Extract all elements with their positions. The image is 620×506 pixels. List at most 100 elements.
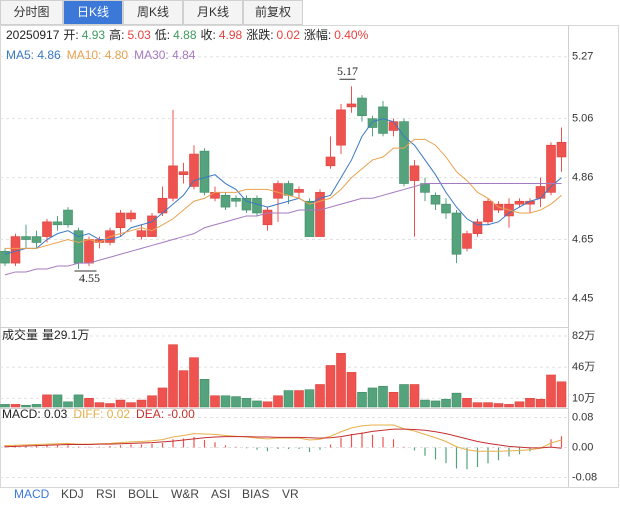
volume-bar [189,357,199,408]
indicator-tab[interactable]: RSI [96,487,116,501]
volume-bar [294,390,304,408]
indicator-tab[interactable]: W&R [171,487,199,501]
volume-bar [0,404,10,408]
volume-bar [357,391,367,408]
volume-bar [430,400,441,408]
tab[interactable]: 前复权 [243,0,303,25]
panel-title-main: MACD: 0.03 [2,407,68,421]
candle-body [220,195,231,208]
volume-bar [556,381,567,408]
volume-bar [210,395,220,408]
tab-label[interactable]: 日K线 [77,5,109,19]
panel-title: 成交量 量29.1万 [2,327,89,342]
candle-body [430,195,441,205]
candle-body [178,171,189,175]
tab-bg[interactable] [63,0,123,25]
candle-body [252,197,262,214]
volume-bar [420,399,430,408]
volume-bar [472,402,483,408]
candle-body [451,212,462,255]
candle-body [126,212,136,220]
legend-item: MA5: 4.86 [6,48,61,62]
legend-item: DEA: -0.00 [136,407,195,421]
tab-label[interactable]: 前复权 [255,4,291,19]
candle-body [241,197,252,211]
tab-label[interactable]: 月K线 [197,5,229,19]
tab-label[interactable]: 周K线 [137,5,169,19]
volume-bar [84,398,94,408]
indicator-tab[interactable]: VR [282,487,299,501]
candle-body [21,236,31,240]
tab[interactable]: 日K线 [63,0,123,25]
volume-bar [451,392,462,408]
candle-body [535,186,546,199]
volume-bar [388,391,399,408]
legend-item: MA30: 4.84 [134,48,196,62]
legend-item: MA10: 4.80 [67,48,129,62]
annotation: 4.55 [79,271,100,285]
tab[interactable]: 月K线 [183,0,243,25]
indicator-tab[interactable]: MACD [14,487,50,501]
volume-bar [504,404,514,408]
info-date: 20250917 [6,28,60,42]
info-value: 5.03 [127,28,151,42]
volume-bar [367,387,378,408]
ma-line [4,118,562,255]
candle-body [231,197,241,202]
tab[interactable]: 分时图 [0,0,63,25]
volume-bar [346,372,357,408]
volume-bar [399,384,409,408]
volume-bar [73,394,84,408]
info-label: 开: [63,28,78,42]
candle-body [546,144,556,193]
indicator-tab[interactable]: BOLL [128,487,159,501]
candle-body [483,200,493,223]
volume-bar [178,370,189,408]
tab-label[interactable]: 分时图 [13,5,49,19]
indicator-tab[interactable]: KDJ [61,487,84,501]
tab-bg[interactable] [183,0,243,25]
candle-body [304,200,315,237]
candle-body [0,251,10,264]
candle-body [514,200,525,205]
y-tick-label: 10万 [572,392,595,404]
indicator-tab[interactable]: BIAS [242,487,269,501]
info-label: 涨跌: [246,27,273,42]
volume-bar [10,404,21,408]
info-line: 20250917 开: 4.93 高: 5.03 低: 4.88 收: 4.98 涨跌: 0.02 涨… [6,27,369,42]
candle-body [10,236,21,264]
candle-body [315,192,325,237]
volume-bar [252,400,262,408]
indicator-tab[interactable]: ASI [211,487,230,501]
y-tick-label: 5.27 [572,51,593,63]
tab-bg[interactable] [0,0,63,25]
volume-bar [147,395,157,408]
candle-body [283,183,294,196]
volume-bar [514,401,525,408]
y-tick-label: 4.86 [572,172,593,184]
info-value: 0.02 [277,28,301,42]
volume-bar [546,374,556,408]
volume-bar [283,390,294,408]
candle-body [136,230,147,237]
volume-bar [157,387,168,408]
info-label: 涨幅: [304,27,331,42]
panel-subtitle: 量29.1万 [42,328,89,342]
candle-body [294,189,304,193]
volume-bar [462,398,472,408]
volume-bar [126,402,136,408]
volume-bar [63,401,73,408]
y-tick-label: 0.08 [572,411,593,423]
tab-bg[interactable] [243,0,303,25]
tab-bg[interactable] [123,0,183,25]
volume-bar [535,398,546,408]
candle-body [189,153,199,187]
volume-bar [525,398,535,408]
y-tick-label: 5.06 [572,113,593,125]
info-value: 4.93 [82,28,106,42]
volume-bar [52,394,63,408]
candle-body [556,141,567,158]
annotation: 5.17 [337,64,358,78]
volume-bar [94,402,105,408]
tab[interactable]: 周K线 [123,0,183,25]
